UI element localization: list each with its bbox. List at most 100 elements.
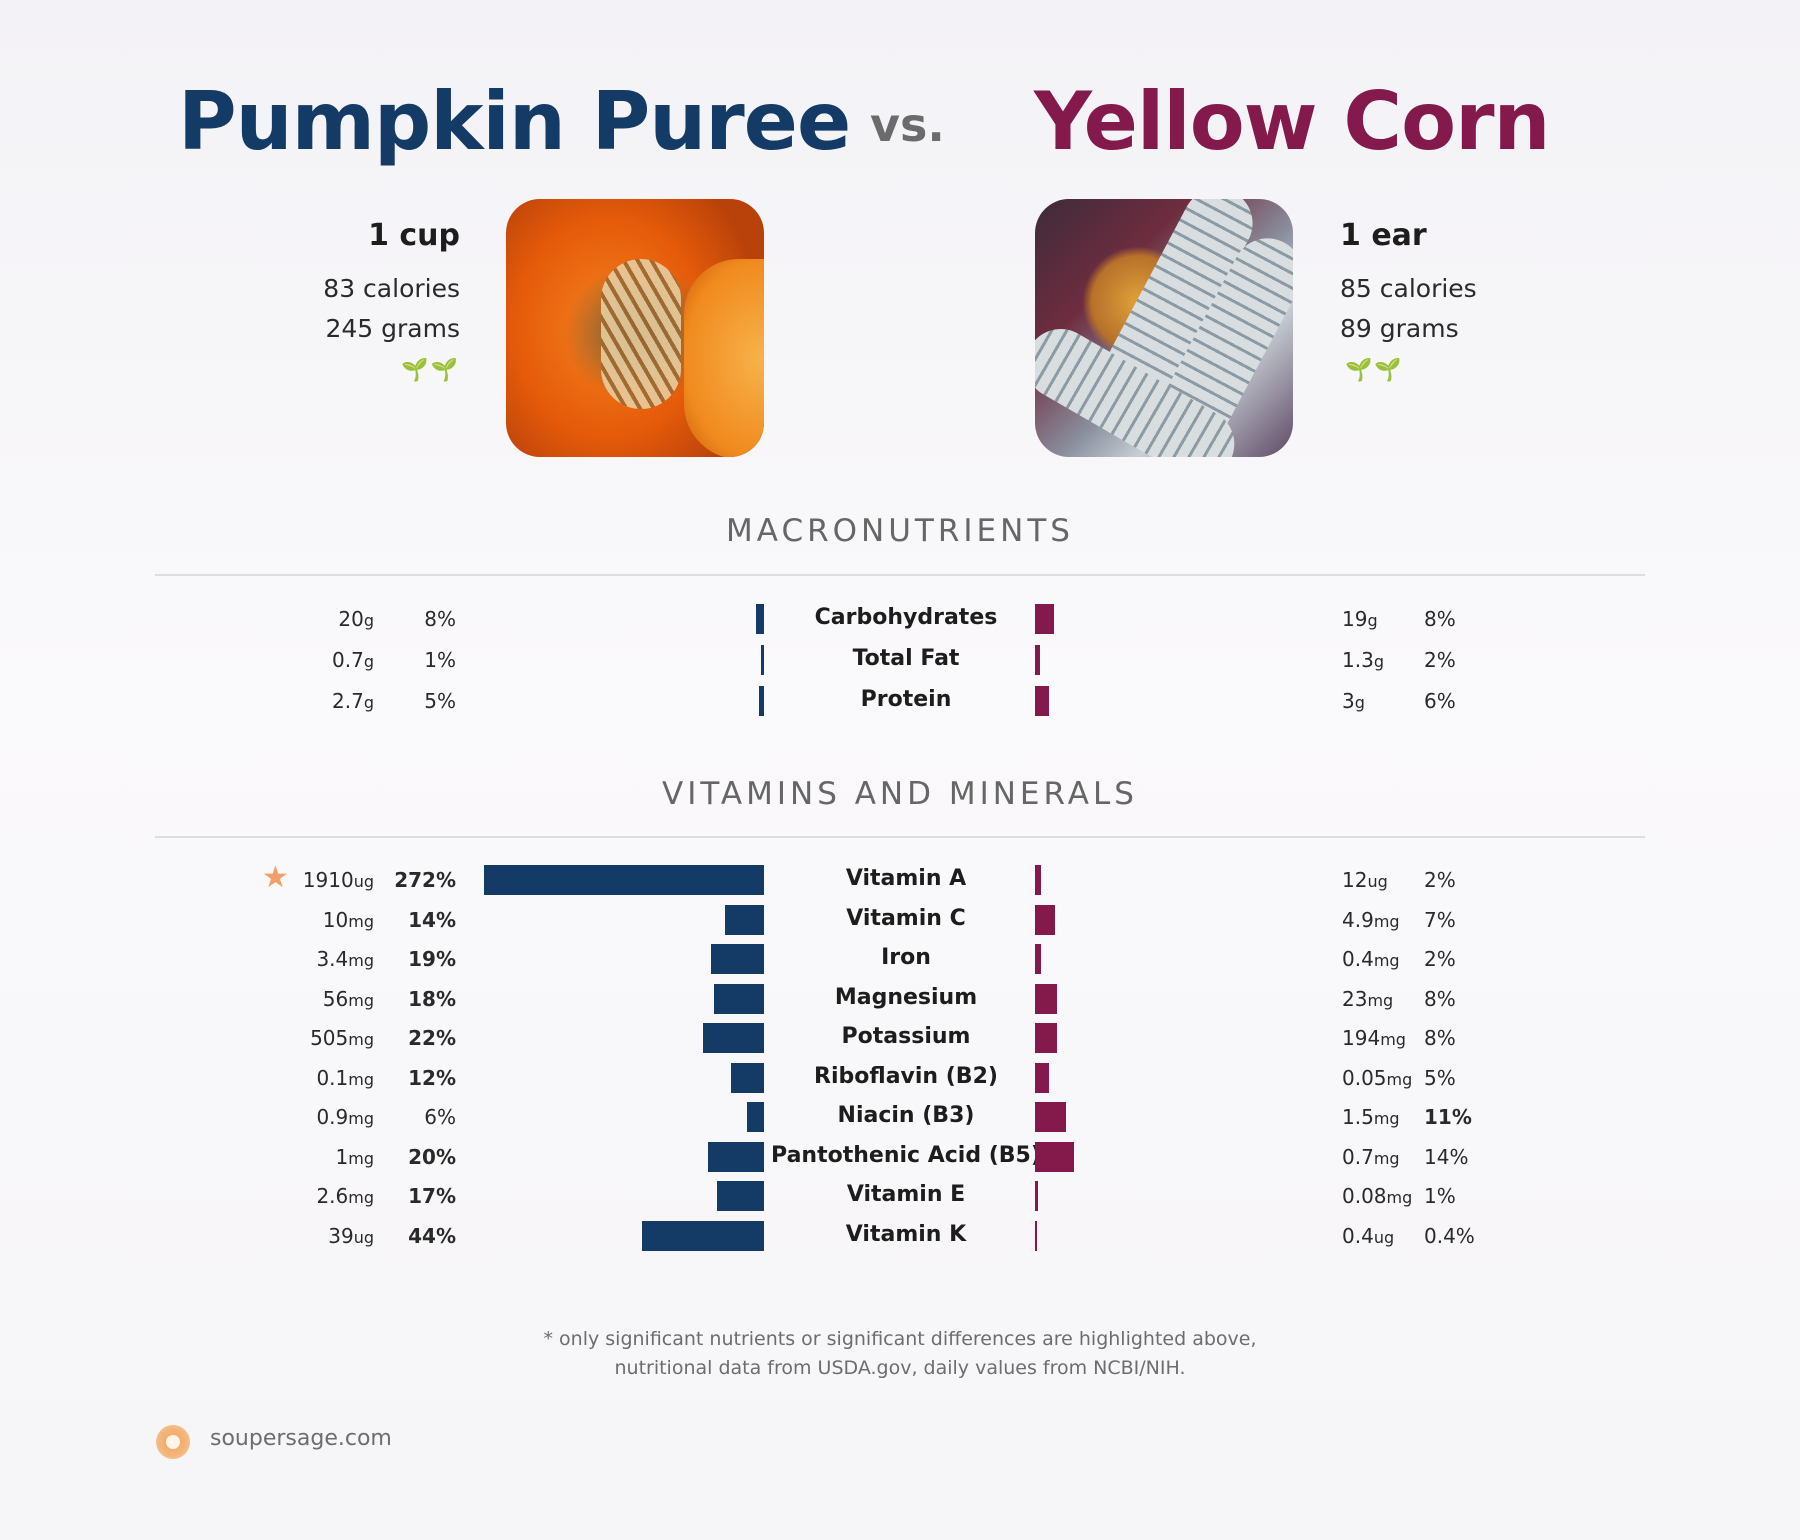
right-bar — [1035, 645, 1040, 675]
left-value-unit: mg — [348, 1148, 374, 1168]
brand-link[interactable]: soupersage.com — [210, 1426, 392, 1451]
left-value-number: 39 — [328, 1223, 354, 1248]
right-value: 0.08mg — [1342, 1184, 1412, 1208]
left-percent: 14% — [408, 907, 456, 932]
right-percent: 1% — [1424, 1184, 1456, 1208]
right-food-title: Yellow Corn — [1034, 75, 1550, 168]
right-value-unit: mg — [1373, 911, 1400, 931]
right-grams: 89 grams — [1340, 314, 1459, 343]
right-calories: 85 calories — [1340, 274, 1477, 303]
right-value-number: 3 — [1342, 689, 1355, 713]
left-value-number: 10 — [322, 907, 349, 932]
brand-logo-icon — [156, 1425, 190, 1459]
left-value-number: 2.7 — [332, 689, 364, 713]
left-percent: 44% — [408, 1223, 456, 1248]
right-bar — [1035, 1062, 1049, 1093]
right-bar — [1035, 1220, 1037, 1251]
nutrient-label: Iron — [881, 945, 931, 970]
left-bar — [702, 1023, 764, 1053]
left-bar — [761, 645, 764, 675]
right-percent: 8% — [1424, 607, 1456, 631]
nutrient-label: Potassium — [841, 1024, 971, 1049]
right-percent: 11% — [1424, 1105, 1472, 1129]
right-value-unit: mg — [1367, 990, 1394, 1010]
right-value-number: 0.4 — [1342, 947, 1374, 971]
right-value-number: 0.08 — [1342, 1184, 1387, 1208]
nutrient-label: Vitamin K — [845, 1221, 967, 1247]
vitamins-divider — [155, 836, 1645, 838]
right-percent: 2% — [1424, 947, 1456, 971]
left-bar — [755, 604, 764, 634]
left-value: 0.9mg — [316, 1105, 374, 1129]
left-bar — [711, 944, 764, 974]
left-value-unit: ug — [353, 872, 374, 891]
left-value: 39ug — [328, 1224, 374, 1248]
right-value-number: 1.5 — [1342, 1105, 1374, 1129]
right-percent: 6% — [1424, 689, 1456, 713]
left-sprout-icon: 🌱🌱 — [401, 358, 460, 383]
footnote-line-1: * only significant nutrients or signific… — [543, 1328, 1257, 1350]
left-bar — [713, 983, 764, 1014]
left-value: 56mg — [323, 987, 374, 1011]
left-serving: 1 cup — [368, 218, 460, 253]
left-value-unit: mg — [348, 951, 374, 970]
right-percent: 8% — [1424, 1026, 1456, 1050]
nutrient-label: Vitamin C — [846, 905, 966, 931]
nutrient-label: Vitamin E — [846, 1182, 966, 1207]
left-value: 2.7g — [332, 689, 374, 713]
left-value: 2.6mg — [316, 1184, 374, 1208]
macronutrients-divider — [155, 574, 1645, 576]
pumpkin-photo — [506, 199, 764, 457]
left-value-unit: mg — [348, 1109, 374, 1128]
right-sprout-icon: 🌱🌱 — [1345, 358, 1404, 383]
left-percent: 18% — [408, 986, 456, 1011]
right-value-number: 0.05 — [1342, 1065, 1387, 1090]
right-value: 0.4mg — [1342, 947, 1400, 971]
nutrient-label: Niacin (B3) — [837, 1103, 975, 1128]
left-value-unit: g — [363, 611, 374, 630]
right-bar — [1035, 604, 1054, 634]
right-value-number: 12 — [1342, 868, 1368, 892]
right-value: 194mg — [1342, 1026, 1406, 1050]
right-bar — [1035, 904, 1055, 935]
left-value-number: 3.4 — [316, 947, 349, 971]
left-value: 0.7g — [332, 648, 374, 672]
left-bar — [708, 1141, 764, 1172]
nutrient-label: Riboflavin (B2) — [814, 1063, 998, 1089]
macronutrients-heading: MACRONUTRIENTS — [726, 513, 1074, 549]
left-percent: 22% — [408, 1026, 456, 1050]
left-percent: 272% — [394, 868, 456, 892]
right-value-number: 1.3 — [1342, 648, 1374, 672]
right-bar — [1035, 1181, 1038, 1211]
left-value-number: 1 — [335, 1144, 349, 1169]
corn-photo — [1035, 199, 1293, 457]
left-value: 505mg — [310, 1026, 374, 1050]
right-value-number: 23 — [1342, 986, 1368, 1011]
left-grams: 245 grams — [325, 314, 460, 343]
nutrient-label: Vitamin A — [845, 866, 967, 891]
right-value-number: 194 — [1342, 1026, 1381, 1050]
right-value-unit: ug — [1373, 1227, 1395, 1247]
right-percent: 2% — [1424, 868, 1456, 892]
right-bar — [1035, 865, 1041, 895]
right-value-unit: ug — [1367, 872, 1388, 891]
right-value-unit: g — [1373, 652, 1384, 671]
right-value: 0.05mg — [1342, 1066, 1412, 1090]
left-value-unit: mg — [348, 990, 374, 1010]
nutrient-label: Pantothenic Acid (B5) — [771, 1142, 1041, 1168]
left-value-number: 56 — [322, 986, 349, 1011]
right-value: 1.3g — [1342, 648, 1384, 672]
right-value-unit: mg — [1373, 1148, 1400, 1168]
left-value-number: 505 — [310, 1026, 349, 1050]
left-value: 10mg — [323, 908, 374, 932]
right-value: 1.5mg — [1342, 1105, 1400, 1129]
left-value-number: 0.7 — [332, 648, 364, 672]
right-value-number: 19 — [1342, 607, 1368, 631]
right-value-unit: g — [1354, 693, 1365, 712]
right-value: 4.9mg — [1342, 908, 1400, 932]
star-icon: ★ — [262, 860, 289, 895]
left-bar — [641, 1220, 764, 1251]
right-value-unit: mg — [1373, 951, 1400, 970]
right-value: 0.4ug — [1342, 1224, 1394, 1248]
right-value: 3g — [1342, 689, 1365, 713]
